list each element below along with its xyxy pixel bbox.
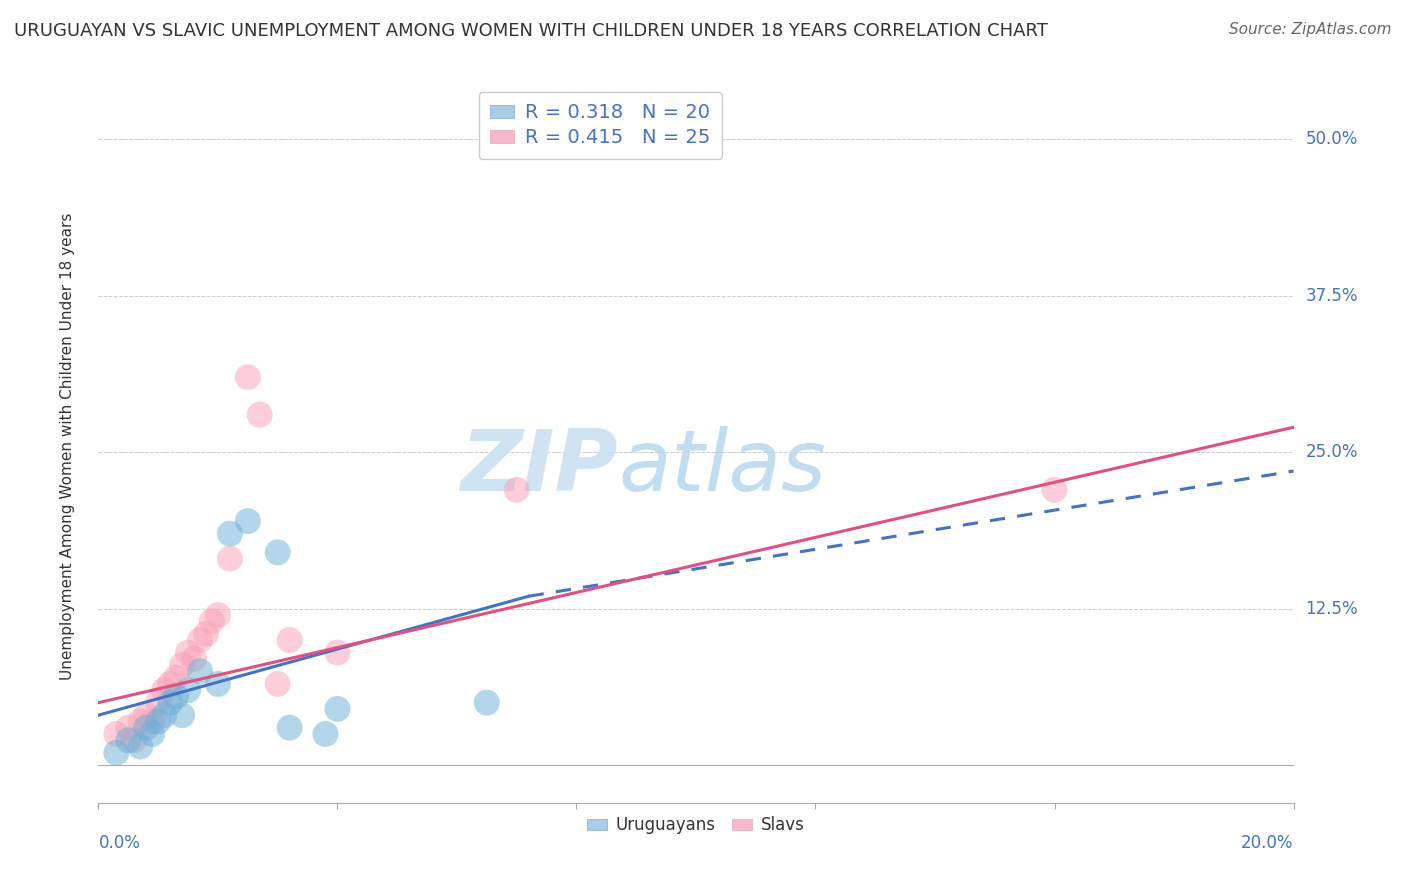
Text: URUGUAYAN VS SLAVIC UNEMPLOYMENT AMONG WOMEN WITH CHILDREN UNDER 18 YEARS CORREL: URUGUAYAN VS SLAVIC UNEMPLOYMENT AMONG W… [14,22,1047,40]
Text: atlas: atlas [619,425,827,509]
Point [207,677,229,691]
Text: 37.5%: 37.5% [1306,286,1358,305]
Point [267,677,290,691]
Point [135,721,157,735]
Text: 12.5%: 12.5% [1306,599,1358,618]
Point [249,408,271,422]
Point [165,690,187,704]
Point [236,370,259,384]
Point [207,607,229,622]
Point [188,633,211,648]
Point [219,551,242,566]
Point [148,714,170,729]
Text: 0.0%: 0.0% [98,834,141,852]
Point [188,665,211,679]
Point [195,627,218,641]
Point [278,633,301,648]
Text: Source: ZipAtlas.com: Source: ZipAtlas.com [1229,22,1392,37]
Point [219,526,242,541]
Point [326,702,349,716]
Point [172,708,194,723]
Point [135,708,157,723]
Legend: Uruguayans, Slavs: Uruguayans, Slavs [581,810,811,841]
Point [141,727,163,741]
Point [326,646,349,660]
Point [315,727,337,741]
Point [141,714,163,729]
Point [159,696,181,710]
Point [129,714,152,729]
Text: 20.0%: 20.0% [1241,834,1294,852]
Point [236,514,259,528]
Point [475,696,498,710]
Point [165,671,187,685]
Point [172,658,194,673]
Text: ZIP: ZIP [461,425,619,509]
Point [278,721,301,735]
Point [153,683,176,698]
Point [117,733,139,747]
Point [129,739,152,754]
Point [105,727,128,741]
Point [124,733,146,747]
Point [1043,483,1066,497]
Y-axis label: Unemployment Among Women with Children Under 18 years: Unemployment Among Women with Children U… [60,212,75,680]
Point [506,483,529,497]
Point [201,614,224,628]
Point [267,545,290,559]
Point [148,696,170,710]
Point [117,721,139,735]
Point [177,683,200,698]
Point [183,652,205,666]
Text: 50.0%: 50.0% [1306,130,1358,148]
Text: 25.0%: 25.0% [1306,443,1358,461]
Point [177,646,200,660]
Point [159,677,181,691]
Point [153,708,176,723]
Point [105,746,128,760]
